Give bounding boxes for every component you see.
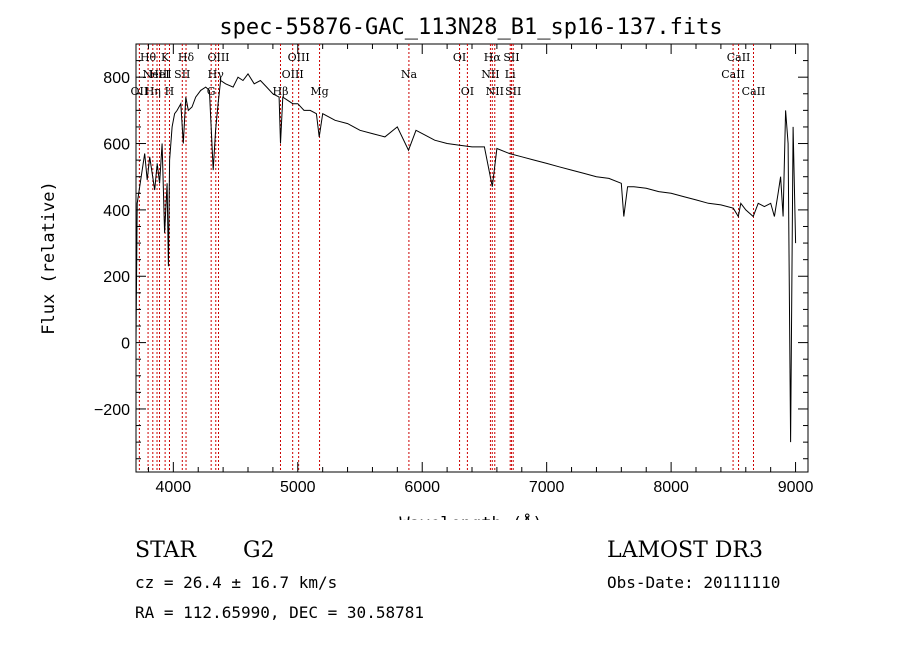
reference-line-label: Mg [310, 85, 328, 98]
reference-line-label: SII [503, 51, 519, 64]
reference-line-label: Hγ [208, 68, 225, 81]
y-tick-label: 400 [103, 203, 130, 220]
x-tick-label: 8000 [653, 479, 689, 496]
reference-line-label: NII [481, 68, 499, 81]
survey-name: LAMOST DR3 [607, 538, 763, 563]
reference-line-label: SII [505, 85, 521, 98]
redshift-readout: cz = 26.4 ± 16.7 km/s [135, 573, 338, 592]
x-tick-label: 9000 [778, 479, 814, 496]
x-axis-label: Wavelength (Å) [399, 512, 542, 520]
reference-line-label: Hδ [178, 51, 195, 64]
reference-line-label: Hβ [273, 85, 289, 98]
y-axis-label: Flux (relative) [39, 181, 59, 335]
reference-line-label: OIII [288, 51, 310, 64]
reference-line-label: CaII [721, 68, 745, 81]
y-tick-label: 600 [103, 137, 130, 154]
reference-line-label: Na [401, 68, 418, 81]
reference-line-label: NII [486, 85, 504, 98]
reference-line-label: CaII [727, 51, 751, 64]
y-tick-label: 800 [103, 70, 130, 87]
observation-date: Obs-Date: 20111110 [607, 573, 781, 592]
x-tick-label: 4000 [156, 479, 192, 496]
reference-line-label: Li [505, 68, 516, 81]
y-tick-label: 200 [103, 269, 130, 286]
plot-frame [135, 43, 809, 473]
reference-line-label: G [207, 85, 216, 98]
x-axis: 4000 5000 6000 7000 8000 9000 [147, 44, 814, 496]
x-tick-label: 6000 [404, 479, 440, 496]
x-tick-label: 7000 [529, 479, 565, 496]
spectrum-line [135, 73, 797, 443]
reference-line-label: CaII [742, 85, 766, 98]
chart-title: spec-55876-GAC_113N28_B1_sp16-137.fits [219, 15, 722, 40]
y-tick-label: 0 [121, 336, 130, 353]
reference-line-label: HeI [149, 68, 169, 81]
reference-line-label: OI [461, 85, 474, 98]
y-tick-label: −200 [94, 402, 130, 419]
reference-line-label: OIII [282, 68, 304, 81]
reference-line-label: OI [453, 51, 466, 64]
reference-line-label: OII [131, 85, 149, 98]
reference-line-label: NeIII [142, 68, 171, 81]
reference-line-label: OIII [207, 51, 229, 64]
reference-line-label: SII [174, 68, 190, 81]
object-class: STAR [135, 538, 196, 563]
reference-line-label: Hα [484, 51, 502, 64]
reference-line-label: Hη [145, 85, 161, 98]
y-axis: −200 0 200 400 600 800 [94, 60, 808, 460]
object-subclass: G2 [243, 538, 275, 563]
reference-line-label: Hθ [140, 51, 157, 64]
reference-lines [138, 44, 754, 472]
reference-line-label: H [165, 85, 175, 98]
reference-line-label: K [161, 51, 170, 64]
x-tick-label: 5000 [280, 479, 316, 496]
spectrum-chart: spec-55876-GAC_113N28_B1_sp16-137.fits O… [39, 15, 814, 520]
coordinates-readout: RA = 112.65990, DEC = 30.58781 [135, 603, 424, 622]
